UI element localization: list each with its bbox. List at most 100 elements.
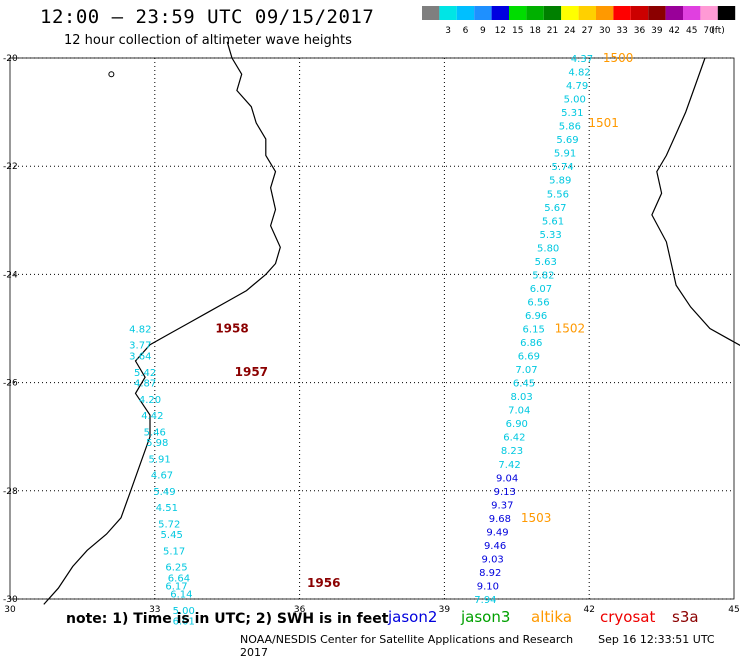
wave-height-label: 5.67 xyxy=(544,203,566,214)
lon-tick-label: 39 xyxy=(439,605,451,615)
lat-tick-label: -26 xyxy=(3,379,18,389)
colorbar-swatch xyxy=(526,6,544,20)
wave-height-label: 5.61 xyxy=(542,216,564,227)
colorbar-swatch xyxy=(491,6,509,20)
note-text: note: 1) Time is in UTC; 2) SWH is in fe… xyxy=(66,611,389,627)
pass-time-label: 1502 xyxy=(555,322,586,336)
wave-height-label: 9.04 xyxy=(496,473,518,484)
wave-height-label: 4.82 xyxy=(568,68,590,79)
colorbar-swatch xyxy=(630,6,649,20)
wave-height-label: 8.03 xyxy=(510,392,532,403)
legend-item-altika: altika xyxy=(531,608,573,626)
wave-height-label: 7.42 xyxy=(498,460,520,471)
wave-height-label: 4.20 xyxy=(139,395,161,406)
lon-tick-label: 45 xyxy=(728,605,739,615)
colorbar-swatch xyxy=(683,6,701,20)
wave-height-label: 5.31 xyxy=(561,108,583,119)
wave-height-label: 7.07 xyxy=(515,365,537,376)
wave-height-label: 9.68 xyxy=(489,514,511,525)
colorbar-swatch xyxy=(665,6,683,20)
colorbar-swatch xyxy=(439,6,457,20)
wave-height-label: 8.92 xyxy=(479,568,501,579)
pass-time-label: 1503 xyxy=(521,511,552,525)
wave-height-label: 5.91 xyxy=(554,149,576,160)
page-subtitle: 12 hour collection of altimeter wave hei… xyxy=(64,33,352,48)
wave-height-label: 5.42 xyxy=(134,368,156,379)
wave-height-label: 6.17 xyxy=(165,581,187,592)
pass-time-label: 1500 xyxy=(603,51,634,65)
legend-item-jason2: jason2 xyxy=(388,608,438,626)
pass-time-label: 1958 xyxy=(215,322,248,336)
wave-height-label: 5.17 xyxy=(163,546,185,557)
colorbar-tick-label: 15 xyxy=(512,26,523,36)
wave-height-label: 3.64 xyxy=(129,352,151,363)
colorbar-tick-label: 18 xyxy=(529,26,541,36)
colorbar-swatch xyxy=(456,6,475,20)
wave-height-label: 9.10 xyxy=(477,581,499,592)
lon-tick-label: 30 xyxy=(4,605,16,615)
wave-height-label: 6.96 xyxy=(525,311,547,322)
wave-height-label: 5.80 xyxy=(537,243,559,254)
lat-tick-label: -24 xyxy=(3,270,18,280)
east-track: 4.37 4.82 4.79 5.00 5.31 5.86 5.69 5.91 5.74 5.89… xyxy=(474,54,593,606)
colorbar: 3 6 9 12 15 18 21 24 27 30 33 36 39 42 45 70(ft) xyxy=(422,6,736,36)
wave-height-label: 4.51 xyxy=(156,503,178,514)
wave-height-label: 6.07 xyxy=(530,284,552,295)
wave-height-label: 6.69 xyxy=(518,352,540,363)
colorbar-swatch xyxy=(648,6,666,20)
page-title: 12:00 – 23:59 UTC 09/15/2017 xyxy=(40,6,375,28)
colorbar-tick-label: 24 xyxy=(564,26,576,36)
wave-height-label: 6.15 xyxy=(523,325,545,336)
colorbar-swatch xyxy=(543,6,562,20)
lat-tick-label: -30 xyxy=(3,595,18,605)
colorbar-tick-label: 36 xyxy=(634,26,646,36)
wave-height-label: 4.37 xyxy=(571,54,593,65)
wave-height-label: 3.77 xyxy=(129,341,151,352)
colorbar-swatch xyxy=(578,6,596,20)
wave-height-label: 5.74 xyxy=(552,162,574,173)
colorbar-tick-label: 12 xyxy=(495,26,506,36)
wave-height-label: 9.13 xyxy=(494,487,516,498)
wave-height-label: 5.00 xyxy=(564,95,586,106)
wave-height-label: 4.42 xyxy=(141,411,163,422)
wave-height-label: 4.82 xyxy=(129,325,151,336)
wave-height-label: 6.90 xyxy=(506,419,528,430)
wave-height-label: 7.94 xyxy=(474,595,496,606)
colorbar-swatch xyxy=(700,6,718,20)
colorbar-swatch xyxy=(613,6,631,20)
colorbar-unit: (ft) xyxy=(711,26,725,36)
wave-height-label: 5.46 xyxy=(144,427,166,438)
wave-height-label: 9.46 xyxy=(484,541,506,552)
wave-height-label: 5.82 xyxy=(532,270,554,281)
map-grid xyxy=(10,57,734,600)
wave-height-label: 5.91 xyxy=(148,454,170,465)
colorbar-tick-label: 6 xyxy=(463,26,469,36)
wave-height-label: 4.67 xyxy=(151,471,173,482)
colorbar-swatch xyxy=(717,6,736,20)
wave-height-label: 6.86 xyxy=(520,338,542,349)
map-frame xyxy=(9,57,735,600)
wave-height-label: 4.79 xyxy=(566,81,588,92)
wave-height-label: 6.64 xyxy=(168,573,190,584)
wave-height-label: 6.45 xyxy=(513,379,535,390)
wave-height-label: 5.72 xyxy=(158,519,180,530)
lat-tick-label: -20 xyxy=(3,54,18,64)
colorbar-swatch xyxy=(561,6,579,20)
wave-height-label: 5.49 xyxy=(153,487,175,498)
west-track: 4.82 3.773.64 5.424.87 4.20 4.42 5.465.98 5.91… xyxy=(129,325,195,628)
colorbar-swatch xyxy=(509,6,527,20)
lat-tick-label: -28 xyxy=(3,487,18,497)
footer: NOAA/NESDIS Center for Satellite Applica… xyxy=(240,633,740,659)
colorbar-tick-label: 33 xyxy=(616,26,627,36)
pass-time-label: 1957 xyxy=(235,365,268,379)
wave-height-label: 7.04 xyxy=(508,406,530,417)
colorbar-tick-label: 42 xyxy=(669,26,680,36)
wave-height-label: 5.45 xyxy=(161,530,183,541)
wave-height-label: 6.25 xyxy=(165,563,187,574)
wave-height-label: 5.89 xyxy=(549,176,571,187)
wave-height-label: 6.01 xyxy=(173,617,195,628)
lon-tick-label: 33 xyxy=(149,605,160,615)
colorbar-tick-label: 21 xyxy=(547,26,558,36)
legend-item-cryosat: cryosat xyxy=(600,608,656,626)
